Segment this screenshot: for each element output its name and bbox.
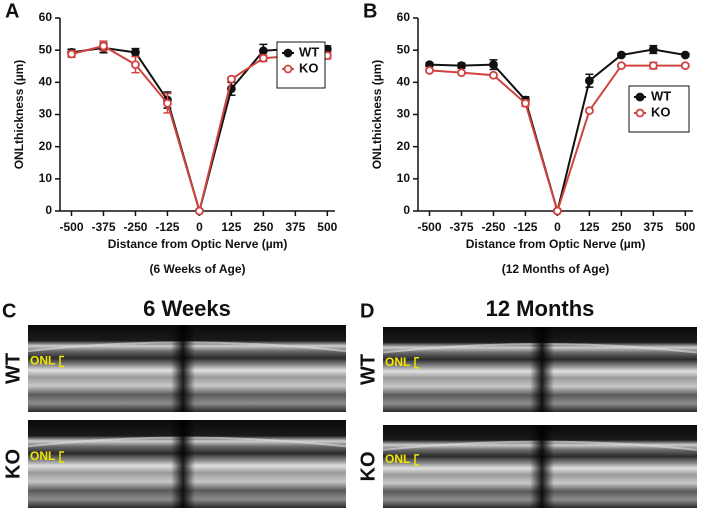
x-tick-label: 375 [643,220,663,234]
optic-nerve [530,425,554,508]
x-tick-label: -125 [155,220,179,234]
data-point [584,106,594,116]
y-tick-label: 30 [39,107,53,121]
onl-bracket [414,356,419,369]
data-point [67,49,76,59]
onl-annotation: ONL [30,449,55,463]
y-tick-label: 10 [39,171,53,185]
y-tick-label: 50 [397,42,411,56]
onl-bracket [414,454,419,466]
y-tick-label: 40 [39,75,53,89]
panel-label: B [363,0,377,22]
optic-nerve [171,420,195,508]
data-point [163,98,172,108]
data-point [226,74,236,84]
data-point [131,60,140,70]
x-tick-label: -500 [59,220,83,234]
legend-label: KO [651,104,671,119]
data-point [553,206,562,216]
onl-annotation: ONL [30,354,55,368]
row-label: KO [357,452,379,482]
onl-annotation: ONL [385,355,410,369]
data-point [489,70,498,80]
y-tick-label: 50 [39,42,53,56]
data-point [680,50,690,60]
panel-title: 6 Weeks [143,296,231,321]
optic-nerve [171,325,195,412]
legend-marker [283,64,293,74]
data-point [616,50,626,60]
x-axis-label: Distance from Optic Nerve (µm) [466,237,646,251]
data-point [680,61,690,71]
x-tick-label: -250 [481,220,505,234]
onl-bracket [59,355,64,368]
legend-label: KO [299,60,319,75]
legend-label: WT [651,88,671,103]
y-tick-label: 40 [397,75,411,89]
onl-bracket [59,451,64,463]
y-tick-label: 0 [45,203,52,217]
x-tick-label: 500 [675,220,695,234]
x-tick-label: 125 [221,220,241,234]
data-point [616,61,626,71]
y-tick-label: 10 [397,171,411,185]
x-tick-label: -375 [449,220,473,234]
legend-label: WT [299,44,319,59]
y-axis-label: ONLthickness (µm) [370,60,384,170]
panel-label: D [360,300,374,322]
data-point [99,41,108,51]
panel-title: 12 Months [486,296,595,321]
y-tick-label: 0 [403,203,410,217]
optic-nerve [530,327,554,412]
x-tick-label: -125 [513,220,537,234]
data-point [489,60,498,70]
data-point [521,98,530,108]
data-point [648,61,658,71]
data-point [584,76,594,86]
legend-marker [635,92,645,102]
data-point [425,66,434,75]
row-label: WT [357,354,379,385]
x-tick-label: 250 [253,220,273,234]
x-axis-sublabel: (6 Weeks of Age) [149,262,245,276]
x-tick-label: -500 [417,220,441,234]
y-tick-label: 20 [397,139,411,153]
y-tick-label: 60 [39,10,53,24]
y-axis-label: ONLthickness (µm) [12,60,26,170]
data-point [258,46,268,56]
x-tick-label: 0 [554,220,561,234]
x-tick-label: 375 [285,220,305,234]
y-tick-label: 60 [397,10,411,24]
row-label: KO [2,449,24,479]
onl-annotation: ONL [385,452,410,466]
row-label: WT [2,353,24,384]
x-tick-label: 0 [196,220,203,234]
data-point [258,53,268,63]
data-point [131,48,140,57]
legend-marker [283,48,293,58]
x-tick-label: -250 [123,220,147,234]
data-point [648,45,658,54]
data-point [457,61,466,71]
panel-label: A [5,0,19,22]
x-tick-label: 125 [579,220,599,234]
y-tick-label: 20 [39,139,53,153]
legend-box [276,41,326,89]
x-tick-label: 250 [611,220,631,234]
data-point [457,68,466,78]
x-tick-label: -375 [91,220,115,234]
panel-label: C [2,300,16,322]
legend-marker [635,108,645,118]
x-tick-label: 500 [317,220,337,234]
y-tick-label: 30 [397,107,411,121]
data-point [195,206,204,216]
x-axis-label: Distance from Optic Nerve (µm) [108,237,288,251]
x-axis-sublabel: (12 Months of Age) [502,262,610,276]
